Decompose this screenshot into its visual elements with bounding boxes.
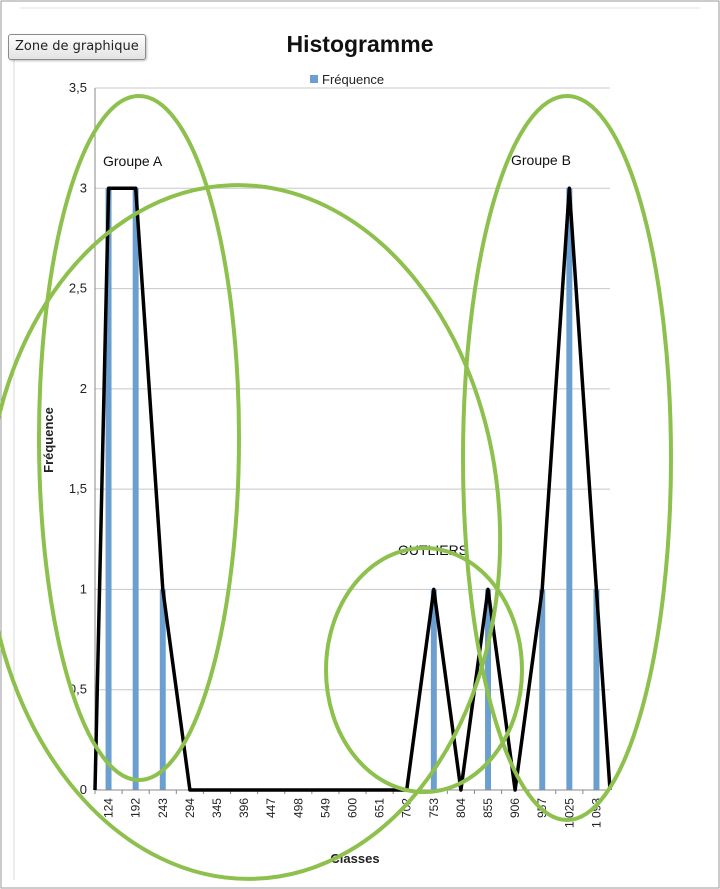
x-tick-label: 447 bbox=[264, 798, 278, 818]
y-gridlines bbox=[95, 87, 610, 691]
x-tick-label: 243 bbox=[156, 798, 170, 818]
annotation-groupe-a: Groupe A bbox=[103, 153, 163, 169]
legend-swatch bbox=[310, 75, 318, 83]
x-tick-label: 651 bbox=[373, 798, 387, 818]
y-tick-label: 2 bbox=[80, 381, 87, 396]
x-tick-label: 345 bbox=[210, 798, 224, 818]
bar bbox=[566, 188, 573, 791]
annotation-groupe-b: Groupe B bbox=[511, 152, 571, 168]
x-tick-label: 855 bbox=[481, 798, 495, 818]
x-tick-label: 396 bbox=[237, 798, 251, 818]
x-tick-label: 753 bbox=[427, 798, 441, 818]
x-tick-label: 804 bbox=[454, 798, 468, 818]
bar bbox=[132, 188, 139, 791]
highlight-ellipses bbox=[0, 94, 673, 881]
x-tick-label: 906 bbox=[508, 798, 522, 818]
x-tick-label: 549 bbox=[318, 798, 332, 818]
x-tick-label: 498 bbox=[291, 798, 305, 818]
bar bbox=[593, 589, 600, 790]
bar bbox=[539, 589, 546, 790]
y-tick-label: 3 bbox=[80, 180, 87, 195]
x-tick-label: 600 bbox=[346, 798, 360, 818]
ellipse-background bbox=[0, 183, 503, 881]
ellipse-groupe-b bbox=[461, 94, 673, 822]
y-tick-label: 0 bbox=[80, 782, 87, 797]
y-tick-label: 1 bbox=[80, 581, 87, 596]
x-tick-label: 1 093 bbox=[589, 798, 603, 828]
ellipse-groupe-a bbox=[37, 94, 241, 782]
x-tick-labels: 124 192 243 294 345 396 447 498 549 600 651 702 753 8… bbox=[94, 790, 603, 828]
chart-zone-button[interactable]: Zone de graphique bbox=[8, 34, 146, 60]
x-tick-label: 1 025 bbox=[562, 798, 576, 828]
x-tick-label: 124 bbox=[102, 798, 116, 818]
y-tick-label: 1,5 bbox=[69, 481, 87, 496]
bar bbox=[159, 589, 166, 790]
bar bbox=[105, 188, 112, 791]
y-axis-label: Fréquence bbox=[41, 407, 56, 473]
chart-title: Histogramme bbox=[287, 31, 434, 57]
x-tick-label: 192 bbox=[129, 798, 143, 818]
y-tick-label: 3,5 bbox=[69, 80, 87, 95]
frequency-polygon-line bbox=[93, 186, 612, 792]
legend-label: Fréquence bbox=[322, 72, 384, 87]
ellipse-outliers bbox=[324, 546, 524, 794]
x-tick-label: 294 bbox=[183, 798, 197, 818]
bar bbox=[430, 589, 437, 790]
y-tick-label: 2,5 bbox=[69, 281, 87, 296]
